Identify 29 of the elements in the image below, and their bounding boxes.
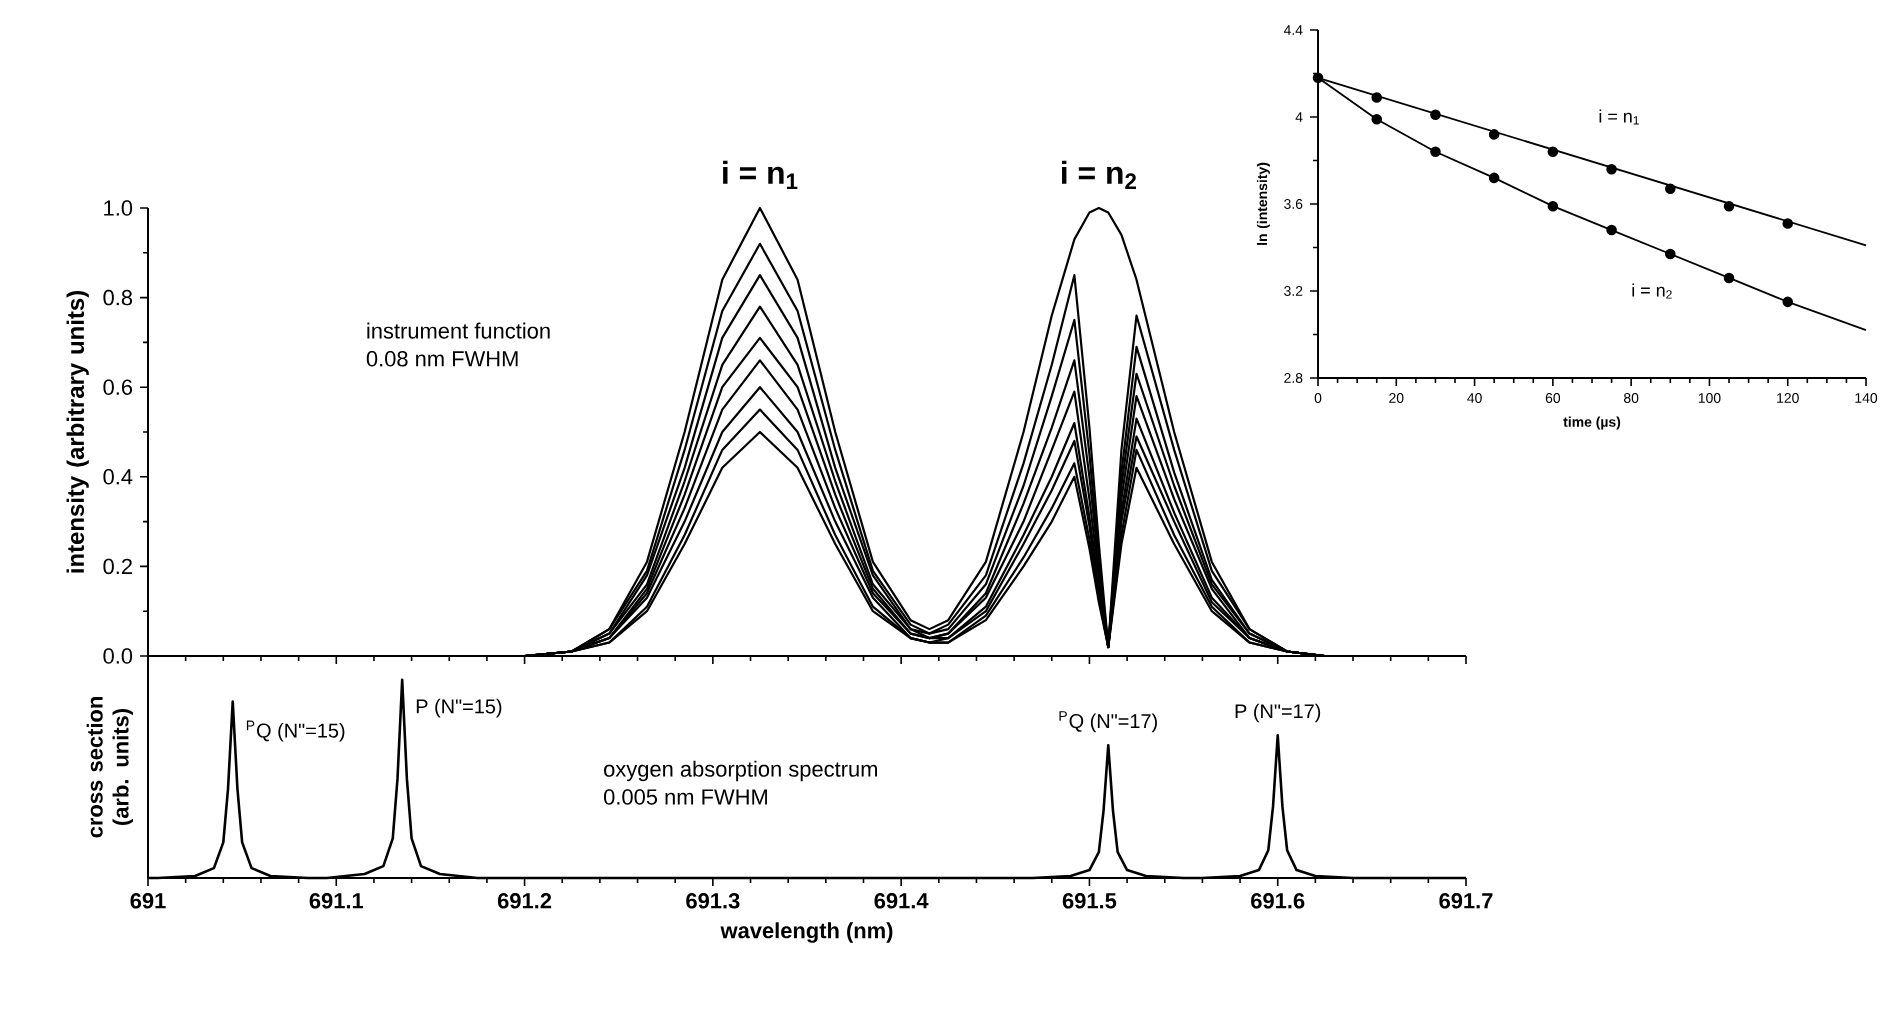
x-tick-label: 691.5 <box>1062 893 1117 909</box>
y-tick-label: 1.0 <box>104 200 133 216</box>
annotation: 0.005 nm FWHM <box>604 789 767 805</box>
x-tick-label: 691.2 <box>497 893 552 909</box>
annotation: i = n$_{1}$ <box>1599 109 1639 125</box>
annotation: i = n$_{2}$ <box>1632 283 1672 299</box>
annotation: oxygen absorption spectrum <box>604 760 877 782</box>
annotation: instrument function <box>367 322 550 339</box>
annotation: $^{P}$Q (N"=15) <box>246 720 345 742</box>
x-tick-label: 691.1 <box>309 893 364 909</box>
y-axis-title: intensity (arbitrary units) <box>66 291 89 573</box>
annotation: i = n$_{2}$ <box>1062 160 1137 189</box>
y-tick-label: 0.6 <box>103 379 133 395</box>
x-tick-label: 691 <box>130 893 166 909</box>
x-tick-label: 691.6 <box>1251 893 1305 909</box>
annotation: i = n$_{1}$ <box>723 160 798 189</box>
annotation: P (N"=15) <box>416 698 502 718</box>
annotation: P (N"=17) <box>1235 703 1321 723</box>
y-tick-label: 0.4 <box>103 469 133 485</box>
annotation: 0.08 nm FWHM <box>366 351 518 367</box>
y-tick-label: 0.8 <box>103 289 133 306</box>
y-tick-label: 0.0 <box>103 648 133 664</box>
y-tick-label: 0.2 <box>103 558 132 575</box>
x-tick-label: 691.7 <box>1439 893 1493 909</box>
annotation: $^{P}$Q (N"=17) <box>1059 711 1157 733</box>
x-tick-label: 691.4 <box>874 893 929 909</box>
y-axis-title: cross section (arb. units) <box>86 697 133 838</box>
x-tick-label: 691.3 <box>686 893 740 909</box>
x-axis-title: wavelength (nm) <box>720 922 893 943</box>
